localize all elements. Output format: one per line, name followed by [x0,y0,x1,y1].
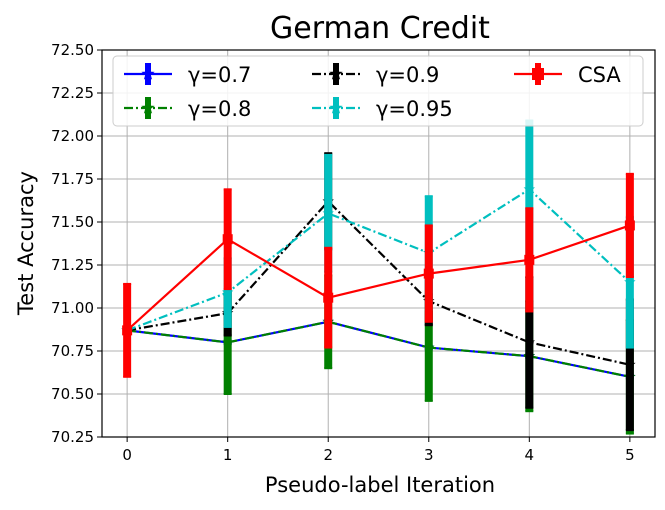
data-point [532,68,544,80]
series-CSA [122,172,635,378]
legend-item: γ=0.95 [312,97,453,121]
y-axis-label: Test Accuracy [14,171,38,316]
series-0.95 [121,119,636,349]
x-tick-label: 1 [223,446,233,464]
axis-ticks: 0 1 2 3 4 5 70.25 70.50 70.75 71.00 71.25 71.50 71.7… [51,41,635,464]
plot-frame [101,49,656,438]
x-tick-label: 2 [323,446,333,464]
data-point [221,286,234,298]
legend-item: CSA [514,63,621,87]
data-point [141,101,155,114]
data-point [624,276,636,288]
data-point [423,341,435,353]
series-line [126,224,631,332]
data-point [221,336,234,348]
data-point [141,67,155,80]
legend-item: γ=0.9 [312,63,439,87]
data-point [524,254,535,265]
y-tick-label: 71.25 [51,256,94,274]
plot-series [121,119,636,435]
y-tick-label: 71.75 [51,170,94,188]
series-line [126,187,631,332]
legend-box [112,55,644,127]
series-line [127,320,631,378]
x-axis-label: Pseudo-label Iteration [265,473,495,497]
y-tick-label: 72.00 [51,127,94,145]
legend-label: γ=0.8 [188,97,251,121]
x-tick-label: 0 [122,446,132,464]
series-line [126,199,631,366]
y-tick-label: 70.25 [51,428,94,446]
data-point [122,325,133,336]
data-point [624,358,636,370]
legend-label: CSA [578,63,621,87]
data-point [624,220,635,231]
x-tick-label: 3 [424,446,434,464]
data-point [523,336,536,348]
x-tick-label: 5 [625,446,635,464]
y-tick-label: 72.25 [51,84,94,102]
legend-label: γ=0.7 [188,63,251,87]
x-tick-label: 4 [525,446,535,464]
y-tick-label: 71.00 [51,299,94,317]
legend-item: γ=0.7 [124,63,251,87]
data-point [329,101,343,114]
legend-item: γ=0.8 [124,97,251,121]
data-point [222,234,233,245]
y-tick-label: 70.75 [51,342,94,360]
series-0.8 [121,274,636,435]
chart-title: German Credit [270,11,490,46]
data-point [423,268,434,279]
series-line [127,320,631,378]
series-0.9 [121,152,636,432]
y-tick-label: 71.50 [51,213,94,231]
y-tick-label: 70.50 [51,385,94,403]
data-point [322,207,334,219]
data-point [323,292,334,303]
legend-label: γ=0.95 [376,97,453,121]
y-tick-label: 72.50 [51,41,94,59]
data-point [523,183,536,195]
legend-label: γ=0.9 [376,63,439,87]
legend: γ=0.7 γ=0.8 γ=0.9 γ=0.95 CSA [112,55,644,127]
data-point [329,67,343,80]
